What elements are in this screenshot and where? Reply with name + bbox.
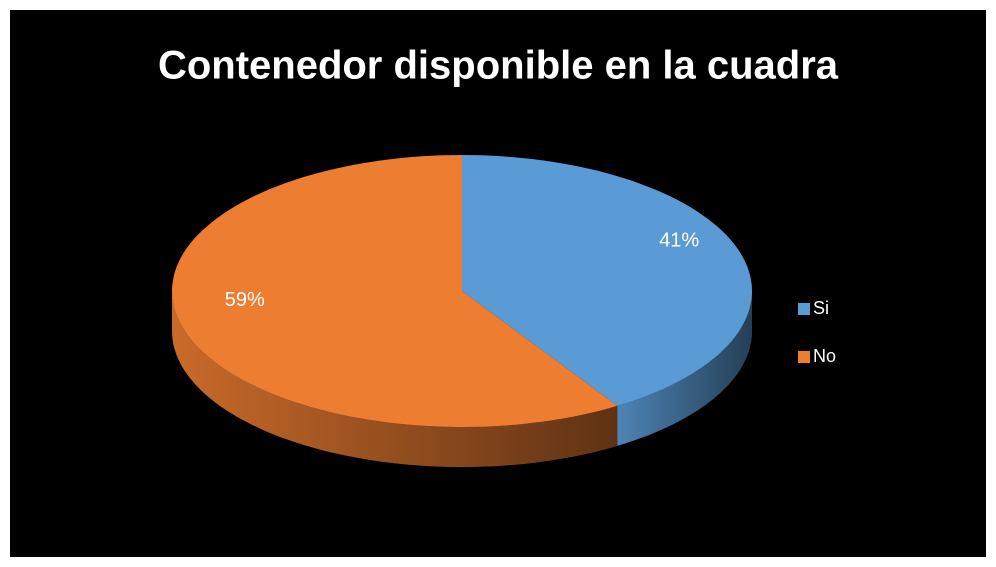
data-label: 59%	[225, 289, 265, 311]
slice-side-shade	[617, 291, 752, 446]
legend-label: Si	[813, 298, 829, 318]
slice	[172, 155, 618, 427]
legend-label: No	[813, 346, 836, 366]
legend-swatch	[798, 303, 810, 315]
data-label: 41%	[659, 230, 699, 252]
slice-side-shade	[172, 291, 618, 467]
chart-title: Contenedor disponible en la cuadra	[158, 44, 839, 88]
legend-swatch	[798, 351, 810, 363]
slice	[462, 155, 752, 406]
